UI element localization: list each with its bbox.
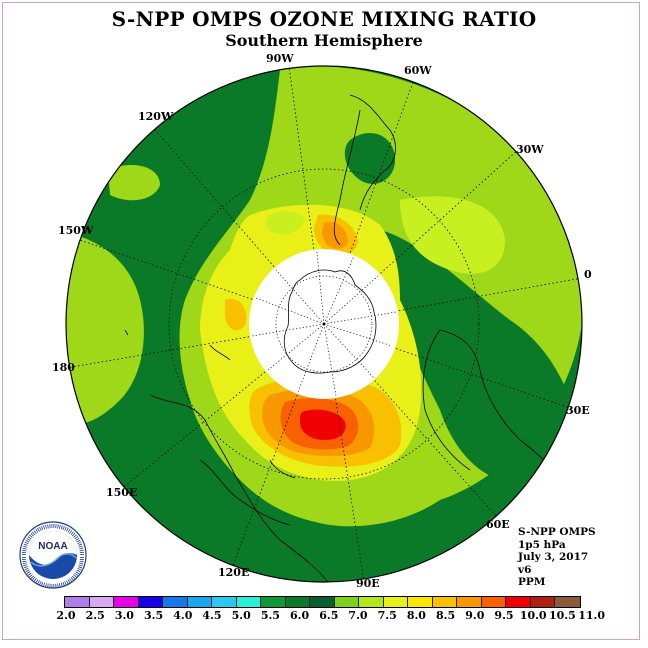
colorbar-tick-label: 5.5 xyxy=(260,609,280,622)
info-version: v6 xyxy=(518,563,532,576)
colorbar-swatch xyxy=(114,597,139,607)
colorbar-tick-label: 4.0 xyxy=(173,609,193,622)
lon-label-0: 0 xyxy=(584,268,592,281)
colorbar-tick-label: 10.5 xyxy=(548,609,576,622)
colorbar-tick-label: 7.5 xyxy=(377,609,397,622)
lon-label-30w: 30W xyxy=(516,143,544,156)
colorbar-swatch xyxy=(163,597,188,607)
colorbar-tick-label: 6.0 xyxy=(290,609,310,622)
lon-label-90w: 90W xyxy=(266,52,294,65)
logo-text: NOAA xyxy=(38,541,67,552)
colorbar-tick-label: 4.5 xyxy=(202,609,222,622)
colorbar-swatch xyxy=(432,597,457,607)
colorbar-swatch xyxy=(89,597,114,607)
colorbar-swatch xyxy=(138,597,163,607)
colorbar-tick-label: 9.0 xyxy=(465,609,485,622)
colorbar-tick-label: 5.0 xyxy=(231,609,251,622)
info-product: S-NPP OMPS xyxy=(518,526,596,538)
map-subtitle: Southern Hemisphere xyxy=(225,31,423,50)
colorbar-swatch xyxy=(334,597,359,607)
product-info: S-NPP OMPS 1p5 hPa July 3, 2017 v6 PPM xyxy=(518,526,596,589)
colorbar-tick-label: 2.5 xyxy=(85,609,105,622)
lon-label-150e: 150E xyxy=(106,486,138,499)
map-boundary xyxy=(65,65,583,583)
colorbar-swatch xyxy=(261,597,286,607)
colorbar-swatch xyxy=(187,597,212,607)
colorbar-tick-label: 3.5 xyxy=(144,609,164,622)
lon-label-30e: 30E xyxy=(566,404,590,417)
lon-label-180: 180 xyxy=(52,361,75,374)
info-unit: PPM xyxy=(518,576,546,588)
lon-label-60w: 60W xyxy=(404,64,432,77)
colorbar-swatch xyxy=(383,597,408,607)
colorbar-tick-label: 11.0 xyxy=(578,609,605,622)
colorbar-tick-label: 2.0 xyxy=(56,609,76,622)
lon-label-120e: 120E xyxy=(218,566,250,579)
lon-label-150w: 150W xyxy=(58,224,94,237)
colorbar-swatch xyxy=(506,597,531,607)
colorbar-swatch xyxy=(481,597,506,607)
colorbar-swatch xyxy=(65,597,90,607)
colorbar-tick-label: 8.5 xyxy=(436,609,456,622)
colorbar-tick-label: 6.5 xyxy=(319,609,339,622)
lon-label-60e: 60E xyxy=(486,518,510,531)
colorbar-swatch xyxy=(236,597,261,607)
colorbar-tick-label: 3.0 xyxy=(114,609,134,622)
info-pressure-level: 1p5 hPa xyxy=(518,538,566,551)
info-date: July 3, 2017 xyxy=(518,551,589,563)
colorbar-tick-label: 7.0 xyxy=(348,609,368,622)
lon-label-120w: 120W xyxy=(138,110,174,123)
colorbar-swatch xyxy=(359,597,384,607)
colorbar-tick-label: 8.0 xyxy=(406,609,426,622)
figure-frame xyxy=(2,2,640,640)
map-title: S-NPP OMPS OZONE MIXING RATIO xyxy=(111,7,537,31)
lon-label-90e: 90E xyxy=(356,577,380,590)
colorbar-swatch xyxy=(310,597,335,607)
colorbar-tick-label: 9.5 xyxy=(494,609,514,622)
antarctica-outline xyxy=(283,269,377,374)
colorbar-swatch xyxy=(457,597,482,607)
colorbar-swatch xyxy=(530,597,555,607)
colorbar-swatch xyxy=(555,597,580,607)
colorbar xyxy=(64,596,581,608)
colorbar-swatch xyxy=(408,597,433,607)
colorbar-swatch xyxy=(285,597,310,607)
colorbar-swatch xyxy=(212,597,237,607)
noaa-logo: NOAA xyxy=(19,521,87,589)
colorbar-tick-label: 10.0 xyxy=(519,609,547,622)
